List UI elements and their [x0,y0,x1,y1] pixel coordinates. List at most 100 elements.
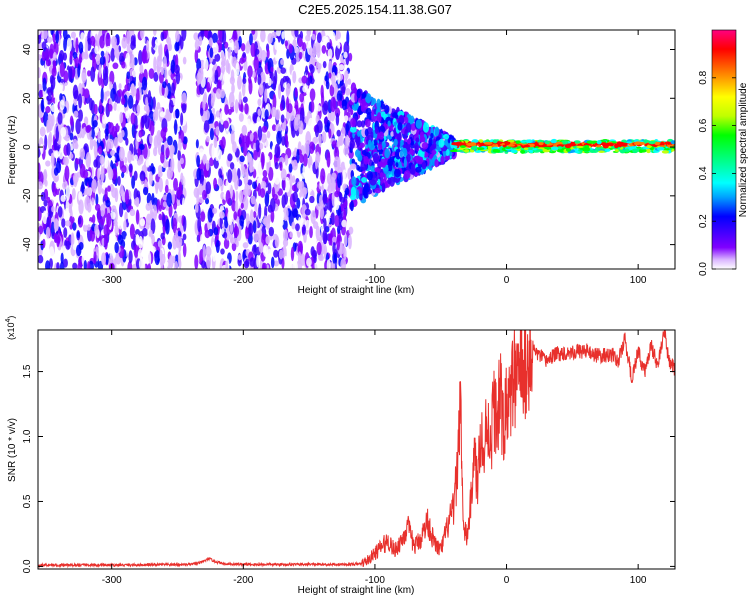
heatmap-cell [330,212,335,226]
heatmap-cell [344,78,348,88]
heatmap-cell [87,224,91,231]
heatmap-cell [66,37,72,53]
heatmap-cell [348,226,354,235]
heatmap-cell [167,36,172,51]
heatmap-cell [275,123,282,133]
y-tick-label: 0.5 [22,494,33,508]
heatmap-cell [140,30,145,40]
heatmap-cell [285,109,290,122]
heatmap-cell [99,56,106,65]
heatmap-cell [217,149,223,165]
heatmap-cell [51,152,55,168]
heatmap-cell [72,84,79,100]
heatmap-cell [280,114,285,123]
heatmap-cell [253,149,258,161]
heatmap-cell [238,190,244,203]
heatmap-cell [89,97,93,111]
heatmap-cell [175,30,180,43]
heatmap-cell [165,218,170,235]
heatmap-cell [172,217,178,234]
heatmap-cell [114,224,119,236]
heatmap-cell [162,81,167,89]
heatmap-cell [147,236,152,248]
heatmap-cell [252,220,257,234]
heatmap-cell [384,148,390,159]
heatmap-cell [58,82,64,92]
heatmap-cell [141,76,148,91]
heatmap-cell [643,139,649,144]
heatmap-cell [366,170,373,181]
heatmap-cell [64,86,70,96]
heatmap-cell [344,187,350,196]
heatmap-cell [229,222,234,234]
heatmap-cell [211,241,216,257]
heatmap-cell [215,88,222,100]
heatmap-cell [315,225,321,241]
heatmap-cell [379,172,384,178]
heatmap-cell [213,177,218,190]
heatmap-cell [212,32,218,44]
heatmap-cell [213,227,219,236]
heatmap-cell [639,149,647,153]
heatmap-cell [72,262,78,269]
heatmap-cell [280,168,287,181]
heatmap-cell [492,149,501,153]
heatmap-cell [64,165,70,182]
heatmap-cell [79,163,86,178]
heatmap-cell [80,32,85,41]
heatmap-cell [97,207,101,223]
heatmap-cell [302,224,306,236]
heatmap-cell [129,223,135,240]
heatmap-cell [220,227,225,235]
heatmap-cell [158,42,163,56]
heatmap-cell [369,179,377,186]
snr-y-scale: (x104) [5,316,16,340]
heatmap-cell [97,179,102,195]
heatmap-cell [277,83,282,100]
heatmap-cell [58,147,64,160]
heatmap-cell [287,103,293,114]
heatmap-cell [227,153,233,162]
heatmap-cell [57,112,63,125]
heatmap-cell [197,68,204,82]
heatmap-cell [203,120,210,133]
heatmap-cell [71,187,76,200]
heatmap-cell [624,148,630,153]
heatmap-cell [182,233,187,241]
heatmap-cell [291,221,296,230]
heatmap-cell [48,48,54,59]
heatmap-cell [378,131,385,140]
heatmap-cell [344,70,349,80]
heatmap-cell [387,163,393,172]
heatmap-cell [105,32,111,49]
heatmap-cell [224,104,229,115]
heatmap-cell [665,148,670,151]
heatmap-cell [133,244,139,258]
heatmap-cell [183,215,187,232]
heatmap-cell [84,39,89,55]
heatmap-cell [139,64,144,75]
heatmap-cell [286,82,291,95]
heatmap-cell [260,49,267,62]
heatmap-cell [387,158,394,167]
heatmap-cell [195,202,199,213]
heatmap-cell [96,167,101,181]
heatmap-cell [343,233,348,247]
heatmap-cell [160,151,165,164]
heatmap-cell [430,132,434,139]
heatmap-cell [212,107,216,115]
heatmap-cell [46,216,50,231]
heatmap-cell [272,93,277,110]
heatmap-cell [284,176,291,193]
colorbar-tick-label: 0.2 [698,214,709,228]
heatmap-cell [556,144,565,148]
heatmap-cell [225,190,231,205]
heatmap-cell [252,181,257,190]
heatmap-cell [93,141,98,158]
heatmap-cell [301,187,307,199]
heatmap-cell [193,187,200,198]
heatmap-cell [174,41,180,52]
heatmap-cell [262,169,268,178]
heatmap-cell [444,154,451,161]
x-tick-label: 100 [630,575,647,586]
